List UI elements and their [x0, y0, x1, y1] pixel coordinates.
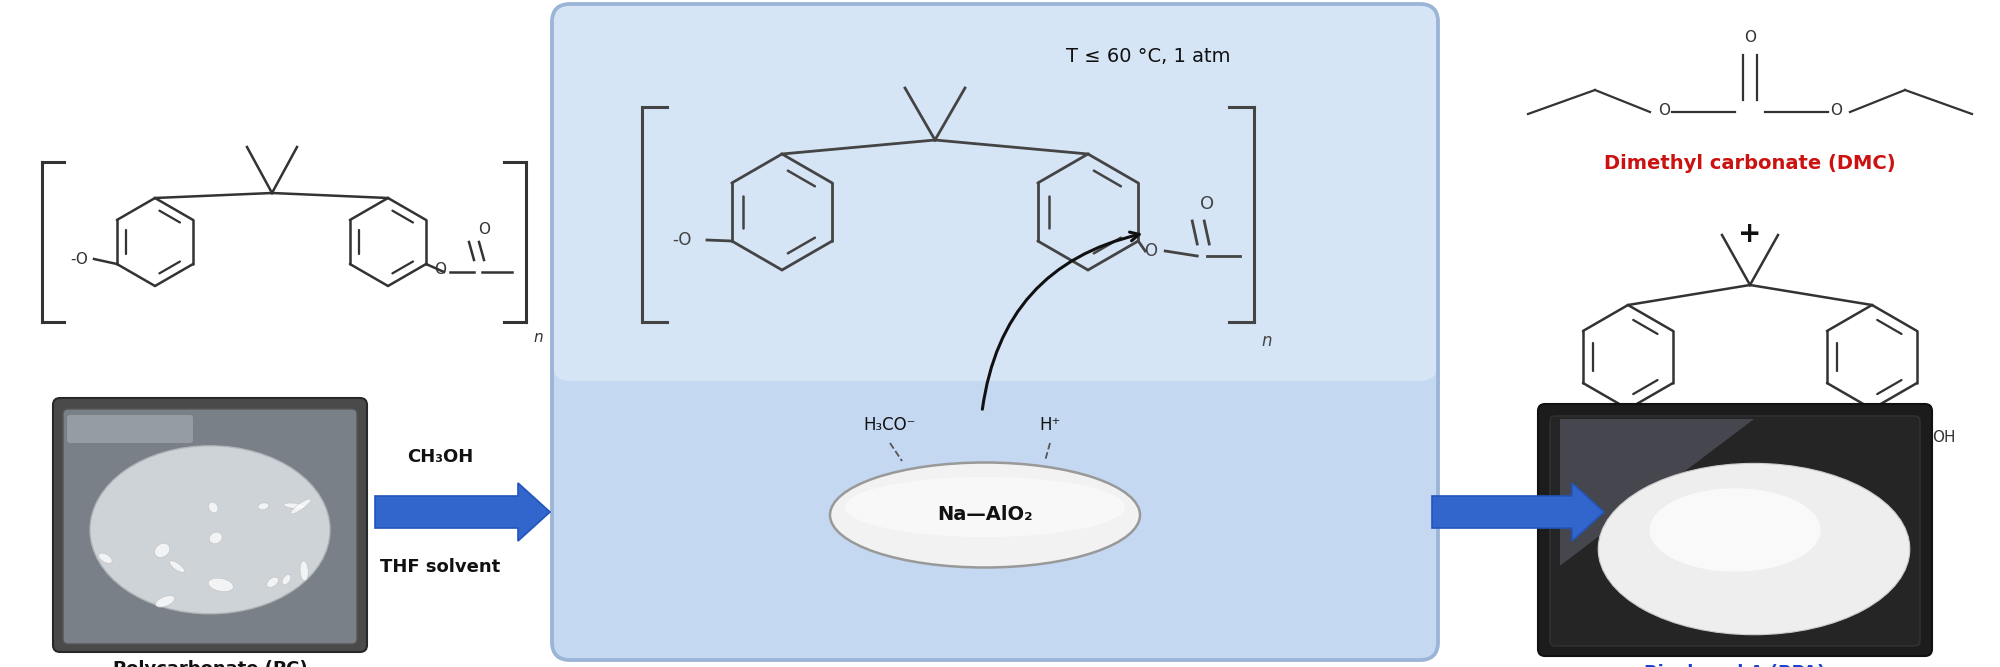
Bar: [588, 195, 1402, 211]
Bar: [588, 253, 1402, 268]
Ellipse shape: [258, 503, 268, 510]
Bar: [588, 537, 1402, 553]
Polygon shape: [1560, 419, 1754, 566]
Bar: [588, 381, 1402, 396]
Text: H⁺: H⁺: [1040, 416, 1060, 434]
Bar: [588, 210, 1402, 225]
Ellipse shape: [290, 499, 310, 514]
Bar: [588, 267, 1402, 282]
Ellipse shape: [830, 462, 1140, 568]
Bar: [588, 139, 1402, 154]
Bar: [588, 323, 1402, 340]
Text: O: O: [1200, 195, 1214, 213]
Bar: [588, 167, 1402, 183]
Ellipse shape: [1650, 544, 1896, 611]
Text: -O: -O: [672, 231, 692, 249]
Text: $n$: $n$: [1262, 332, 1272, 350]
Ellipse shape: [90, 446, 330, 614]
Ellipse shape: [170, 561, 184, 572]
Text: O: O: [1830, 103, 1842, 117]
FancyArrow shape: [376, 483, 550, 541]
FancyBboxPatch shape: [52, 398, 368, 652]
Ellipse shape: [284, 503, 304, 508]
Bar: [588, 309, 1402, 325]
FancyBboxPatch shape: [552, 4, 1438, 660]
Ellipse shape: [300, 561, 308, 581]
Bar: [588, 480, 1402, 496]
Text: OH: OH: [1932, 430, 1956, 444]
Bar: [588, 125, 1402, 140]
Bar: [588, 81, 1402, 97]
Text: THF solvent: THF solvent: [380, 558, 500, 576]
Ellipse shape: [208, 502, 218, 513]
Ellipse shape: [156, 596, 174, 607]
Ellipse shape: [1598, 464, 1910, 635]
FancyArrow shape: [1432, 483, 1604, 541]
Text: O: O: [1658, 103, 1670, 117]
Ellipse shape: [1650, 488, 1820, 572]
Bar: [588, 409, 1402, 425]
Bar: [588, 552, 1402, 567]
Text: O: O: [1144, 242, 1156, 260]
Text: H₃CO⁻: H₃CO⁻: [864, 416, 916, 434]
Text: $n$: $n$: [532, 330, 544, 345]
Ellipse shape: [210, 532, 222, 544]
Bar: [588, 580, 1402, 596]
Bar: [588, 509, 1402, 524]
Bar: [588, 224, 1402, 239]
Bar: [588, 523, 1402, 538]
Bar: [588, 295, 1402, 311]
FancyArrowPatch shape: [982, 232, 1140, 410]
Ellipse shape: [208, 578, 234, 592]
Bar: [588, 424, 1402, 439]
Ellipse shape: [282, 575, 290, 585]
Ellipse shape: [266, 577, 278, 588]
Text: Polycarbonate (PC): Polycarbonate (PC): [112, 660, 308, 667]
Ellipse shape: [154, 544, 170, 558]
Bar: [588, 338, 1402, 354]
Bar: [588, 608, 1402, 624]
Text: Dimethyl carbonate (DMC): Dimethyl carbonate (DMC): [1604, 154, 1896, 173]
Bar: [588, 53, 1402, 69]
Bar: [588, 452, 1402, 468]
Bar: [588, 494, 1402, 510]
Text: O: O: [434, 261, 446, 277]
Bar: [588, 153, 1402, 169]
Text: -O: -O: [70, 251, 88, 267]
Bar: [588, 67, 1402, 83]
Ellipse shape: [844, 477, 1124, 537]
Text: +: +: [1738, 220, 1762, 248]
Bar: [588, 96, 1402, 111]
Text: O: O: [1744, 31, 1756, 45]
Bar: [588, 566, 1402, 582]
Text: Na—AlO₂: Na—AlO₂: [938, 506, 1032, 524]
Text: CH₃OH: CH₃OH: [406, 448, 474, 466]
FancyBboxPatch shape: [62, 409, 356, 644]
FancyBboxPatch shape: [1550, 416, 1920, 646]
Bar: [588, 352, 1402, 368]
Text: T ≤ 60 °C, 1 atm: T ≤ 60 °C, 1 atm: [1066, 47, 1230, 67]
Text: HO: HO: [1544, 430, 1568, 444]
Text: O: O: [478, 223, 490, 237]
FancyBboxPatch shape: [1538, 404, 1932, 656]
Bar: [588, 395, 1402, 410]
Text: Bisphenol A (BPA): Bisphenol A (BPA): [1644, 664, 1826, 667]
Bar: [588, 238, 1402, 254]
Bar: [588, 438, 1402, 453]
Bar: [588, 366, 1402, 382]
Bar: [588, 594, 1402, 610]
Ellipse shape: [98, 553, 112, 563]
Bar: [588, 466, 1402, 482]
FancyBboxPatch shape: [552, 4, 1438, 381]
Bar: [588, 281, 1402, 297]
FancyBboxPatch shape: [68, 415, 194, 443]
Bar: [588, 181, 1402, 197]
Bar: [588, 110, 1402, 126]
